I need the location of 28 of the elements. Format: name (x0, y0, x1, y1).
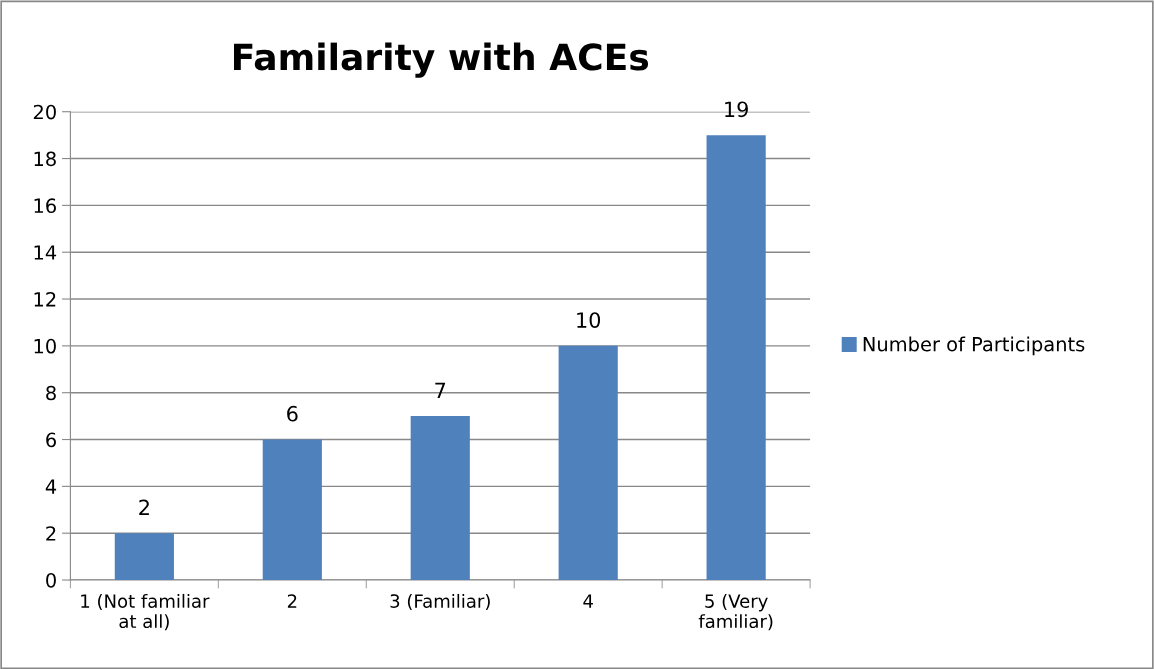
bar (410, 416, 470, 581)
data-label: 19 (725, 101, 748, 118)
y-tick-label: 12 (34, 292, 56, 307)
x-tick-label: 4 (583, 594, 593, 608)
bar (262, 439, 322, 581)
y-tick-label: 0 (46, 572, 56, 588)
y-tick-label: 2 (46, 526, 56, 541)
x-tick-label: 1 (Not familiar at all) (81, 593, 210, 631)
x-tick-label: 3 (Familiar) (390, 593, 490, 611)
bar (706, 135, 766, 581)
y-tick-label: 10 (34, 338, 56, 354)
data-label: 10 (577, 312, 601, 328)
y-tick-label: 16 (34, 198, 56, 214)
data-label: 7 (435, 382, 446, 398)
bar (558, 345, 618, 581)
y-tick-label: 18 (34, 151, 56, 167)
y-tick-label: 14 (34, 245, 57, 260)
y-tick-label: 20 (33, 104, 56, 120)
x-tick-label: 5 (Very familiar) (698, 593, 773, 631)
x-tick-label: 2 (287, 594, 297, 608)
y-tick-label: 6 (46, 432, 56, 448)
y-tick-label: 8 (46, 385, 56, 401)
chart-title: Familarity with ACEs (234, 42, 649, 78)
y-tick-label: 4 (45, 479, 57, 494)
data-label: 6 (287, 405, 298, 422)
bar (114, 533, 174, 581)
data-label: 2 (139, 499, 149, 515)
legend-label: Number of Participants (863, 336, 1085, 356)
